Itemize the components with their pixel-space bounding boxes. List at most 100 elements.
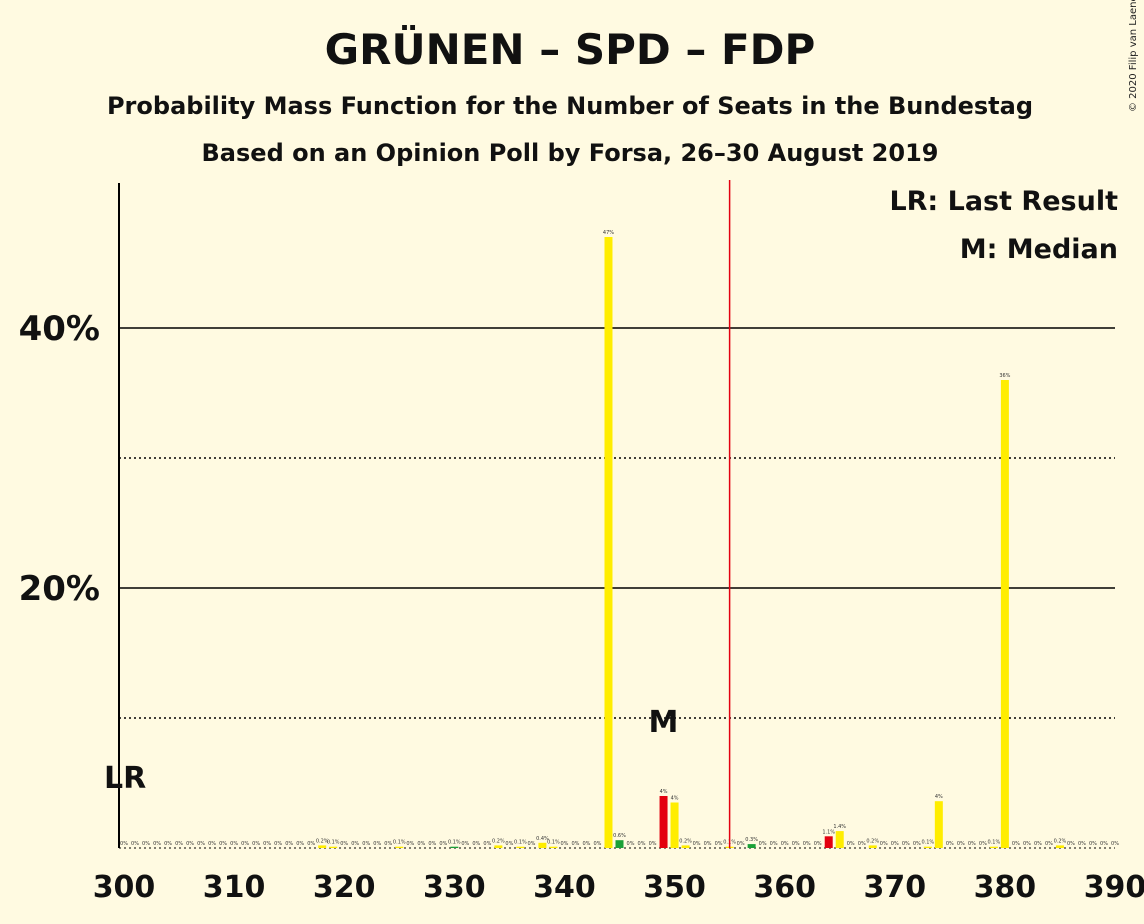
chart-subtitle: Probability Mass Function for the Number… xyxy=(107,92,1033,120)
bar-label-318: 0.2% xyxy=(316,838,329,844)
bar-351 xyxy=(681,845,690,848)
bar-label-310: 0% xyxy=(230,841,238,847)
bar-365 xyxy=(835,831,844,848)
bar-label-303: 0% xyxy=(153,841,161,847)
bar-label-369: 0% xyxy=(880,841,888,847)
bar-label-329: 0% xyxy=(439,841,447,847)
bar-label-306: 0% xyxy=(186,841,194,847)
bar-385 xyxy=(1055,845,1064,848)
bar-label-378: 0% xyxy=(979,841,987,847)
last-result-marker: LR xyxy=(104,761,146,796)
bar-label-336: 0.1% xyxy=(514,840,527,846)
bar-labels: 0% 0% 0% 0% 0% 0% 0% 0% 0% 0% 0% 0% 0% 0% 0% 0% 0% 0% 0.2%… xyxy=(120,230,1119,847)
x-tick-label: 370 xyxy=(863,870,926,905)
bar-label-335: 0% xyxy=(505,841,513,847)
bar-label-383: 0% xyxy=(1034,841,1042,847)
bar-label-339: 0.1% xyxy=(547,840,560,846)
bar-label-374: 4% xyxy=(935,794,943,800)
bar-368 xyxy=(868,845,877,848)
bar-label-305: 0% xyxy=(175,841,183,847)
bar-344 xyxy=(604,237,613,848)
bar-label-362: 0% xyxy=(803,841,811,847)
x-tick-label: 330 xyxy=(423,870,486,905)
bar-label-385: 0.2% xyxy=(1054,838,1067,844)
bar-label-330: 0.1% xyxy=(448,840,461,846)
bar-330 xyxy=(450,846,459,848)
bar-label-372: 0% xyxy=(913,841,921,847)
bar-label-375: 0% xyxy=(946,841,954,847)
legend-median: M: Median xyxy=(960,234,1118,265)
bar-label-311: 0% xyxy=(241,841,249,847)
bar-label-365: 1.4% xyxy=(833,824,846,830)
copyright-text: © 2020 Filip van Laenen xyxy=(1128,0,1139,112)
bar-label-382: 0% xyxy=(1023,841,1031,847)
bar-label-321: 0% xyxy=(351,841,359,847)
bar-label-344: 47% xyxy=(603,230,614,236)
bar-label-332: 0% xyxy=(472,841,480,847)
bar-label-337: 0% xyxy=(527,841,535,847)
bar-label-363: 0% xyxy=(814,841,822,847)
x-tick-label: 340 xyxy=(533,870,596,905)
bar-label-333: 0% xyxy=(483,841,491,847)
bar-380 xyxy=(1000,380,1009,848)
legend-last-result: LR: Last Result xyxy=(889,186,1118,217)
bar-374 xyxy=(934,801,943,848)
bar-338 xyxy=(538,842,547,848)
bar-label-338: 0.4% xyxy=(536,836,549,842)
x-tick-label: 300 xyxy=(93,870,156,905)
bar-350 xyxy=(670,802,679,848)
bar-label-380: 36% xyxy=(999,373,1010,379)
bar-label-341: 0% xyxy=(571,841,579,847)
bar-label-320: 0% xyxy=(340,841,348,847)
bar-label-384: 0% xyxy=(1045,841,1053,847)
bar-label-346: 0% xyxy=(627,841,635,847)
bar-label-313: 0% xyxy=(263,841,271,847)
bar-label-377: 0% xyxy=(968,841,976,847)
bar-label-307: 0% xyxy=(197,841,205,847)
bar-label-358: 0% xyxy=(759,841,767,847)
y-tick-label: 20% xyxy=(19,569,100,609)
bar-label-309: 0% xyxy=(219,841,227,847)
bar-label-364: 1.1% xyxy=(822,829,835,835)
bar-373 xyxy=(923,846,932,848)
bar-336 xyxy=(516,846,525,848)
bar-label-308: 0% xyxy=(208,841,216,847)
bar-label-316: 0% xyxy=(296,841,304,847)
bars xyxy=(318,237,1064,848)
bar-357 xyxy=(747,844,756,848)
x-tick-labels: 300 310 320 330 340 350 360 370 380 390 xyxy=(93,870,1144,905)
bar-label-328: 0% xyxy=(428,841,436,847)
bar-label-357: 0.3% xyxy=(745,837,758,843)
bar-label-370: 0% xyxy=(891,841,899,847)
chart-title: GRÜNEN – SPD – FDP xyxy=(325,24,816,74)
bar-318 xyxy=(318,845,327,848)
bar-label-373: 0.1% xyxy=(921,840,934,846)
y-tick-label: 40% xyxy=(19,309,100,349)
bar-label-326: 0% xyxy=(406,841,414,847)
bar-label-361: 0% xyxy=(792,841,800,847)
bar-label-300: 0% xyxy=(120,841,128,847)
bar-label-323: 0% xyxy=(373,841,381,847)
bar-label-352: 0% xyxy=(693,841,701,847)
bar-label-379: 0.1% xyxy=(988,840,1001,846)
bar-label-368: 0.2% xyxy=(866,838,879,844)
bar-label-343: 0% xyxy=(594,841,602,847)
bar-label-325: 0.1% xyxy=(393,840,406,846)
bar-label-351: 0.2% xyxy=(679,838,692,844)
bar-label-381: 0% xyxy=(1012,841,1020,847)
bar-label-317: 0% xyxy=(307,841,315,847)
bar-label-312: 0% xyxy=(252,841,260,847)
bar-label-389: 0% xyxy=(1100,841,1108,847)
bar-label-327: 0% xyxy=(417,841,425,847)
bar-label-302: 0% xyxy=(142,841,150,847)
bar-label-366: 0% xyxy=(847,841,855,847)
bar-label-353: 0% xyxy=(704,841,712,847)
bar-label-347: 0% xyxy=(638,841,646,847)
bar-label-390: 0% xyxy=(1111,841,1119,847)
bar-label-304: 0% xyxy=(164,841,172,847)
x-tick-label: 390 xyxy=(1084,870,1144,905)
bar-label-348: 0% xyxy=(649,841,657,847)
x-tick-label: 360 xyxy=(753,870,816,905)
bar-label-315: 0% xyxy=(285,841,293,847)
